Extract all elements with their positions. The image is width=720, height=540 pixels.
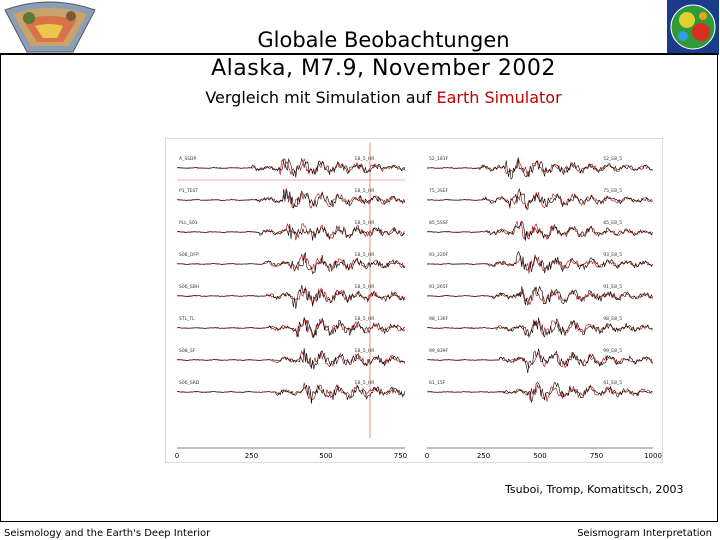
left-trace-label: E8_5_HR <box>355 156 375 162</box>
left-observed-trace <box>176 317 406 339</box>
left-observed-trace <box>176 157 406 178</box>
left-observed-trace <box>176 384 406 404</box>
left-observed-trace <box>176 223 406 241</box>
right-station-label: 98_136F <box>429 316 449 322</box>
left-tick-label: 750 <box>394 452 407 460</box>
left-tick-label: 0 <box>175 452 179 460</box>
left-trace-label: E8_5_HR <box>355 380 375 386</box>
subtitle-highlight: Earth Simulator <box>436 88 562 107</box>
left-tick-label: 500 <box>319 452 332 460</box>
left-station-label: S06_SRD <box>179 380 200 386</box>
left-observed-trace <box>176 285 406 309</box>
right-trace-label: 75_E8_5 <box>603 188 622 194</box>
left-trace-label: E8_5_HR <box>355 284 375 290</box>
left-trace-label: E8_5_HR <box>355 316 375 322</box>
right-tick-label: 0 <box>425 452 429 460</box>
right-observed-trace <box>426 285 653 306</box>
right-observed-trace <box>427 159 653 180</box>
left-station-label: PLL_S01 <box>179 220 198 226</box>
tomography-globe-logo <box>667 0 719 55</box>
right-trace-label: 91_E8_5 <box>603 284 622 290</box>
figure-credit: Tsuboi, Tromp, Komatitsch, 2003 <box>505 483 684 496</box>
left-tick-label: 250 <box>245 452 258 460</box>
left-observed-trace <box>176 251 406 275</box>
right-observed-trace <box>426 382 653 404</box>
subtitle-prefix: Vergleich mit Simulation auf <box>205 88 437 107</box>
footer-section-title: Seismogram Interpretation <box>577 528 712 539</box>
left-station-label: S08_SF <box>179 348 196 354</box>
right-observed-trace <box>426 250 653 274</box>
slide-frame <box>0 53 718 522</box>
right-observed-trace <box>426 188 653 210</box>
right-trace-label: 99_E8_5 <box>603 348 622 354</box>
left-trace-label: E8_5_HR <box>355 220 375 226</box>
right-trace-label: 61_E8_5 <box>603 380 622 386</box>
right-station-label: 93_220F <box>429 252 449 258</box>
right-station-label: 91_265F <box>429 284 449 290</box>
seismogram-figure: 0 250 500 750 A_SSDP E8_5_HR P1_TEST E8_5_HR PLL… <box>164 137 664 464</box>
left-seismogram-panel: 0 250 500 750 A_SSDP E8_5_HR P1_TEST E8_5_HR PLL… <box>175 143 407 460</box>
left-station-label: S06_SBH <box>179 284 199 290</box>
right-observed-trace <box>426 220 653 241</box>
right-trace-label: 52_E8_5 <box>603 156 622 162</box>
right-station-label: 52_181F <box>429 156 449 162</box>
right-tick-label: 250 <box>477 452 490 460</box>
right-trace-label: 93_E8_5 <box>603 252 622 258</box>
right-observed-trace <box>426 348 653 374</box>
left-station-label: P1_TEST <box>179 188 198 194</box>
right-station-label: 75_3SEF <box>429 188 449 194</box>
right-tick-label: 1000 <box>644 452 662 460</box>
right-tick-label: 750 <box>590 452 603 460</box>
left-trace-label: E8_5_HR <box>355 252 375 258</box>
left-trace-label: E8_5_HR <box>355 188 375 194</box>
earth-cutaway-logo <box>1 0 99 54</box>
left-station-label: STL_TL <box>179 316 195 322</box>
left-observed-trace <box>176 348 406 370</box>
right-station-label: 99_839F <box>429 348 449 354</box>
right-station-label: 85_5SSF <box>429 220 449 226</box>
footer-course-title: Seismology and the Earth's Deep Interior <box>4 528 211 539</box>
right-trace-label: 98_E8_5 <box>603 316 622 322</box>
right-station-label: 61_15F <box>429 380 446 386</box>
right-tick-label: 500 <box>533 452 546 460</box>
subtitle: Vergleich mit Simulation auf Earth Simul… <box>100 88 667 107</box>
right-observed-trace <box>427 317 653 339</box>
left-station-label: S08_OFP <box>179 252 199 258</box>
right-trace-label: 85_E8_5 <box>603 220 622 226</box>
left-station-label: A_SSDP <box>179 156 197 162</box>
title-line-2: Alaska, M7.9, November 2002 <box>211 56 556 81</box>
title-line-1: Globale Beobachtungen <box>257 28 510 52</box>
left-trace-label: E8_5_HR <box>355 348 375 354</box>
right-seismogram-panel: 0 250 500 750 1000 52_181F 52_E8_5 75_3SEF 75_E8… <box>425 156 662 460</box>
left-observed-trace <box>176 188 406 209</box>
